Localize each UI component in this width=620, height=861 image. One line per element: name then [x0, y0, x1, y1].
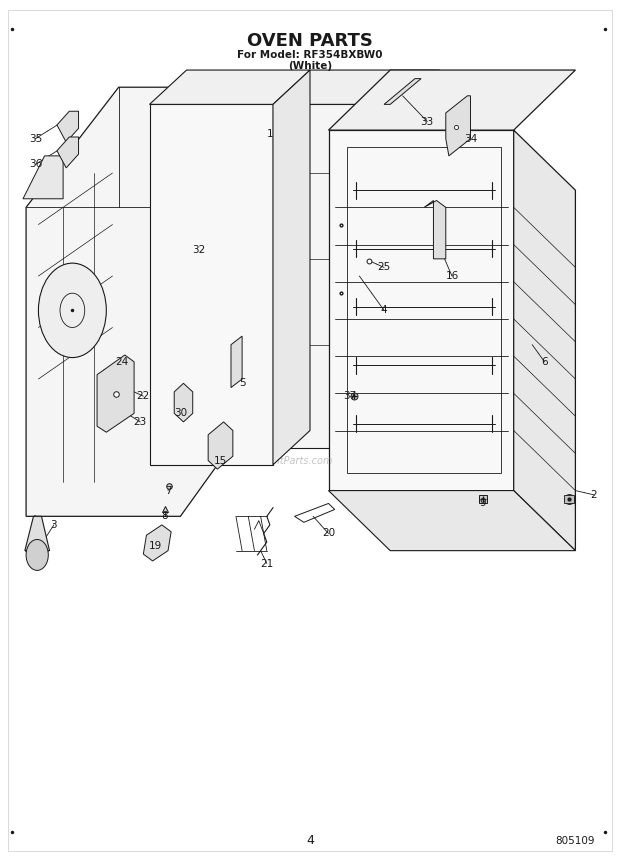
- Text: 21: 21: [260, 559, 273, 568]
- Text: 15: 15: [214, 455, 227, 466]
- Polygon shape: [329, 130, 514, 491]
- Polygon shape: [329, 70, 575, 130]
- Polygon shape: [57, 137, 79, 168]
- Polygon shape: [23, 156, 63, 199]
- Text: 30: 30: [174, 408, 187, 418]
- Text: For Model: RF354BXBW0: For Model: RF354BXBW0: [237, 50, 383, 59]
- Text: 1: 1: [267, 129, 273, 139]
- Polygon shape: [143, 525, 171, 561]
- Text: 8: 8: [162, 511, 168, 521]
- Text: 16: 16: [445, 271, 459, 281]
- Polygon shape: [25, 517, 50, 551]
- Text: 19: 19: [149, 542, 162, 551]
- Polygon shape: [57, 111, 79, 142]
- Polygon shape: [273, 104, 402, 448]
- Text: 34: 34: [464, 133, 477, 144]
- Text: 2: 2: [591, 490, 597, 500]
- Text: 33: 33: [420, 116, 434, 127]
- Text: 4: 4: [381, 306, 388, 315]
- Bar: [564, 495, 574, 504]
- Text: 35: 35: [29, 133, 42, 144]
- Polygon shape: [329, 491, 575, 551]
- Text: 23: 23: [134, 417, 147, 427]
- Text: 3: 3: [51, 520, 57, 530]
- Text: 5: 5: [239, 378, 246, 388]
- Polygon shape: [514, 130, 575, 551]
- Polygon shape: [231, 336, 242, 387]
- Text: 6: 6: [541, 356, 548, 367]
- Polygon shape: [446, 96, 471, 156]
- Polygon shape: [97, 355, 134, 432]
- Text: 20: 20: [322, 529, 335, 538]
- Circle shape: [26, 540, 48, 570]
- Polygon shape: [26, 87, 267, 517]
- Polygon shape: [174, 383, 193, 422]
- Text: eReplacementParts.com: eReplacementParts.com: [213, 455, 333, 466]
- Text: 4: 4: [306, 834, 314, 847]
- Polygon shape: [424, 201, 446, 259]
- Text: OVEN PARTS: OVEN PARTS: [247, 32, 373, 50]
- Polygon shape: [149, 104, 273, 465]
- Polygon shape: [273, 70, 310, 465]
- Text: 36: 36: [29, 159, 42, 170]
- Text: 7: 7: [165, 486, 171, 496]
- Text: 37: 37: [343, 391, 356, 401]
- Text: 9: 9: [479, 499, 486, 509]
- Polygon shape: [384, 78, 421, 104]
- Polygon shape: [208, 422, 233, 469]
- Text: 805109: 805109: [556, 836, 595, 846]
- Text: 24: 24: [115, 356, 128, 367]
- Text: 25: 25: [378, 263, 391, 272]
- Text: 22: 22: [137, 391, 150, 401]
- Polygon shape: [273, 70, 440, 104]
- Polygon shape: [149, 70, 310, 104]
- Text: 32: 32: [192, 245, 205, 255]
- Circle shape: [38, 263, 106, 357]
- Text: (White): (White): [288, 61, 332, 71]
